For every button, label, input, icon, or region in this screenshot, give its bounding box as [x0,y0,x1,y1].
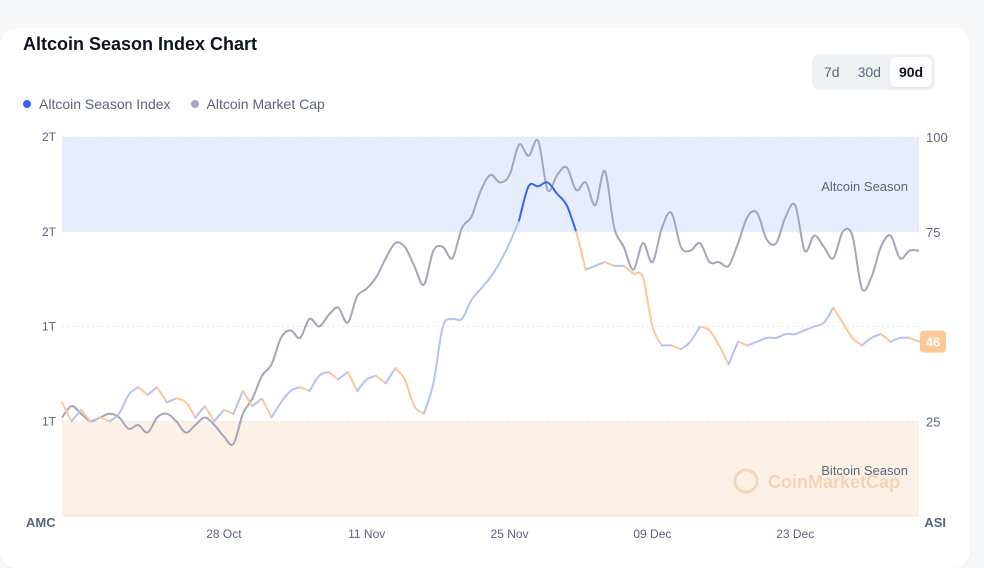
index-line-segment [384,367,397,385]
chart-svg: CoinMarketCap Altcoin Season Bitcoin Seas… [26,130,948,541]
tab-90d[interactable]: 90d [889,57,933,87]
index-line-segment [394,367,425,415]
index-line-segment [346,371,359,392]
x-corner-right-label: ASI [924,515,946,530]
index-line-segment [622,264,663,347]
current-value-badge-text: 46 [926,335,940,350]
chart-title: Altcoin Season Index Chart [23,34,258,54]
watermark-logo-icon [733,468,759,494]
index-line-segment [746,306,835,347]
index-line-segment [327,371,340,381]
index-line-segment [908,336,920,343]
index-line-segment [261,397,273,419]
x-axis-tick: 09 Dec [633,527,671,541]
x-corner-left-label: AMC [26,515,56,530]
right-axis-tick: 100 [926,130,948,145]
index-line-segment [213,408,225,423]
index-line-segment [251,397,263,408]
index-line-segment [108,386,140,423]
legend-dot-market-cap [190,100,199,108]
index-line-segment [156,386,168,404]
bitcoin-season-zone [62,421,919,516]
left-axis-tick: 2T [42,130,57,144]
chart-legend: Altcoin Season Index Altcoin Market Cap [23,96,325,112]
index-line-segment [860,333,882,347]
timeframe-tabs: 7d 30d 90d [812,54,936,90]
legend-dot-index [23,100,31,108]
index-line-altcoin-season [518,181,578,233]
index-line-segment [356,374,378,392]
x-axis-tick: 23 Dec [776,527,814,541]
index-line-segment [61,401,73,423]
right-axis-tick: 25 [926,414,940,429]
index-line-segment [575,230,587,271]
index-line-segment [375,374,387,385]
index-line-segment [99,416,111,423]
current-value-badge [920,330,946,353]
legend-item-altcoin-market-cap[interactable]: Altcoin Market Cap [190,96,325,112]
legend-label: Altcoin Market Cap [206,96,325,112]
index-line-segment [299,386,311,392]
index-line-segment [175,397,197,419]
index-line-segment [165,397,178,404]
index-line-segment [670,344,682,351]
watermark: CoinMarketCap [768,472,900,492]
index-line-segment [699,325,730,366]
index-line-segment [232,389,244,415]
index-line-segment [70,408,82,423]
tab-7d[interactable]: 7d [824,64,840,80]
index-line-segment [270,386,302,419]
x-axis-tick: 25 Nov [491,527,529,541]
index-line-segment [603,261,616,267]
index-line-segment [146,386,159,396]
index-line-segment [737,340,749,347]
index-line-segment [832,306,863,347]
tab-30d[interactable]: 30d [857,64,881,80]
left-axis-tick: 2T [42,225,57,239]
altcoin-season-zone [62,137,919,232]
index-line-segment [137,386,149,396]
right-axis-tick: 75 [926,225,940,240]
zone-label-altcoin-season: Altcoin Season [821,179,908,194]
legend-label: Altcoin Season Index [39,96,171,112]
index-line-segment [337,371,349,381]
altcoin-market-cap-line [61,138,920,446]
index-line-segment [422,219,521,415]
index-line-segment [241,389,254,408]
index-line-segment [889,336,911,343]
index-line-segment [727,340,740,366]
left-axis-tick: 1T [42,320,57,334]
index-line-segment [308,371,330,392]
index-line-segment [194,405,206,419]
zone-label-bitcoin-season: Bitcoin Season [821,463,908,478]
index-line-segment [584,261,606,271]
x-axis-tick: 11 Nov [348,527,385,541]
x-axis-tick: 28 Oct [206,527,242,541]
index-line-segment [222,408,235,415]
legend-item-altcoin-season-index[interactable]: Altcoin Season Index [23,96,171,112]
left-axis-tick: 1T [42,414,57,428]
index-line-segment [679,325,701,351]
index-line-segment [879,333,892,343]
